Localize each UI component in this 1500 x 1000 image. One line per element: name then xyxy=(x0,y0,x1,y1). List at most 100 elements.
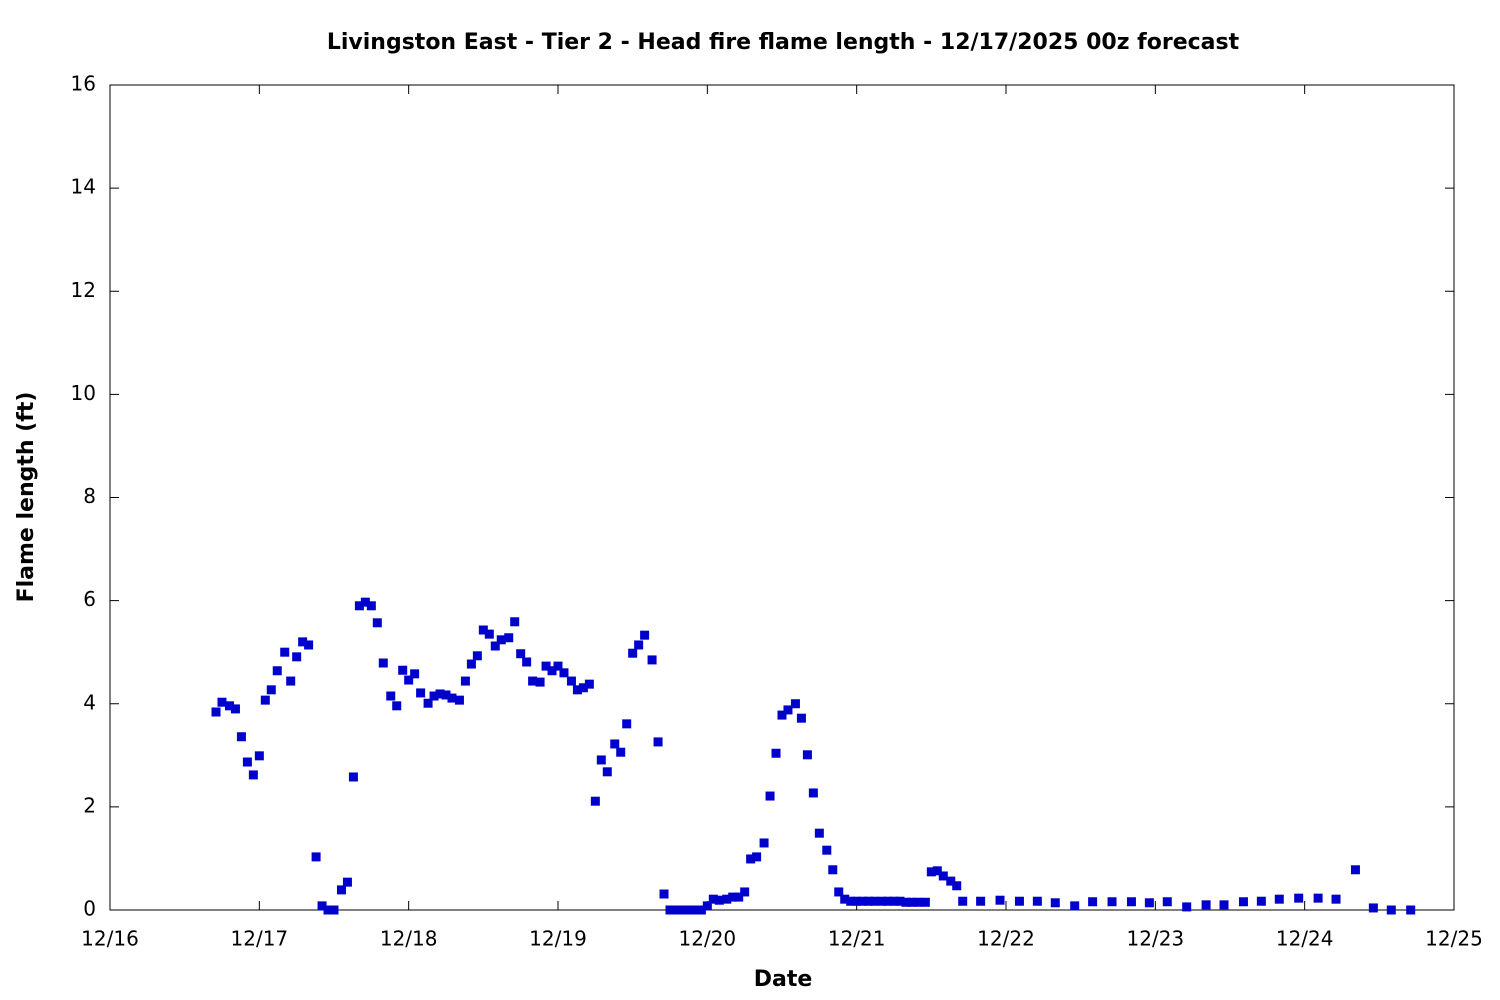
point xyxy=(901,897,911,907)
point xyxy=(466,659,476,669)
point xyxy=(292,652,302,662)
point xyxy=(1162,897,1172,907)
point xyxy=(740,887,750,897)
x-axis-label: Date xyxy=(754,967,813,992)
point xyxy=(690,905,700,915)
point xyxy=(348,772,358,782)
point xyxy=(828,865,838,875)
y-tick-label: 6 xyxy=(83,587,96,611)
y-tick-label: 10 xyxy=(71,381,96,405)
point xyxy=(398,665,408,675)
point xyxy=(236,732,246,742)
plot-frame xyxy=(109,84,1455,911)
point xyxy=(1182,902,1192,912)
point xyxy=(616,747,626,757)
point xyxy=(647,655,657,665)
point xyxy=(822,845,832,855)
point xyxy=(728,892,738,902)
point xyxy=(672,905,682,915)
point xyxy=(378,658,388,668)
chart-title: Livingston East - Tier 2 - Head fire fla… xyxy=(327,30,1240,55)
point xyxy=(1274,894,1284,904)
point xyxy=(1032,896,1042,906)
point xyxy=(392,701,402,711)
point xyxy=(336,885,346,895)
point xyxy=(1014,896,1024,906)
point xyxy=(952,881,962,891)
point xyxy=(1313,893,1323,903)
point xyxy=(596,755,606,765)
point xyxy=(360,597,370,607)
point xyxy=(1070,901,1080,911)
point xyxy=(286,676,296,686)
point xyxy=(907,897,917,907)
point xyxy=(535,677,545,687)
point xyxy=(877,896,887,906)
point xyxy=(211,707,221,717)
point xyxy=(404,675,414,685)
point xyxy=(976,896,986,906)
point xyxy=(678,905,688,915)
point xyxy=(304,640,314,650)
point xyxy=(1331,894,1341,904)
x-tick-label: 12/22 xyxy=(977,927,1035,951)
x-tick-label: 12/25 xyxy=(1425,927,1483,951)
point xyxy=(266,685,276,695)
point xyxy=(484,629,494,639)
y-tick-label: 2 xyxy=(83,793,96,817)
point xyxy=(547,666,557,676)
point xyxy=(783,705,793,715)
point xyxy=(522,657,532,667)
point xyxy=(590,796,600,806)
x-tick-label: 12/19 xyxy=(529,927,587,951)
point xyxy=(429,691,439,701)
point xyxy=(889,896,899,906)
point xyxy=(771,748,781,758)
point xyxy=(323,905,333,915)
point xyxy=(472,651,482,661)
point xyxy=(342,877,352,887)
point xyxy=(814,828,824,838)
y-tick-label: 14 xyxy=(71,175,96,199)
y-tick-label: 16 xyxy=(71,72,96,96)
x-tick-label: 12/21 xyxy=(828,927,886,951)
point xyxy=(553,661,563,671)
point xyxy=(702,901,712,911)
point xyxy=(280,647,290,657)
point xyxy=(696,905,706,915)
point xyxy=(311,852,321,862)
point xyxy=(932,866,942,876)
point xyxy=(260,695,270,705)
point xyxy=(752,852,762,862)
point xyxy=(938,871,948,881)
point xyxy=(478,625,488,635)
point xyxy=(920,897,930,907)
point xyxy=(864,896,874,906)
y-tick-label: 0 xyxy=(83,897,96,921)
point xyxy=(808,788,818,798)
point xyxy=(230,704,240,714)
point xyxy=(610,739,620,749)
point xyxy=(858,896,868,906)
point xyxy=(272,666,282,676)
point xyxy=(802,750,812,760)
point xyxy=(765,791,775,801)
point xyxy=(958,896,968,906)
point xyxy=(416,688,426,698)
point xyxy=(496,635,506,645)
point xyxy=(410,669,420,679)
point xyxy=(224,701,234,711)
point xyxy=(1107,897,1117,907)
point xyxy=(317,901,327,911)
point xyxy=(628,648,638,658)
point xyxy=(441,690,451,700)
point xyxy=(435,689,445,699)
point xyxy=(659,889,669,899)
point xyxy=(634,640,644,650)
point xyxy=(528,676,538,686)
y-tick-label: 8 xyxy=(83,484,96,508)
point xyxy=(1406,905,1416,915)
point xyxy=(722,894,732,904)
point xyxy=(329,905,339,915)
point xyxy=(541,661,551,671)
